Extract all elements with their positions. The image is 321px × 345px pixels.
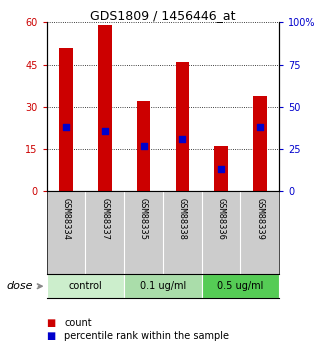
Text: count: count <box>64 318 92 327</box>
Text: 0.1 ug/ml: 0.1 ug/ml <box>140 281 186 291</box>
Point <box>102 128 107 133</box>
Bar <box>59 48 73 191</box>
Text: GSM88339: GSM88339 <box>256 198 265 240</box>
Text: GSM88338: GSM88338 <box>178 198 187 240</box>
Text: control: control <box>68 281 102 291</box>
Bar <box>214 146 228 191</box>
Bar <box>176 62 189 191</box>
Text: GDS1809 / 1456446_at: GDS1809 / 1456446_at <box>90 9 236 22</box>
Bar <box>137 101 150 191</box>
Point <box>141 143 146 149</box>
Text: dose: dose <box>6 281 33 291</box>
Text: GSM88334: GSM88334 <box>61 198 70 240</box>
Bar <box>253 96 267 191</box>
Point <box>219 167 224 172</box>
Text: ■: ■ <box>47 332 56 341</box>
Text: ■: ■ <box>47 318 56 327</box>
Point <box>63 125 68 130</box>
Bar <box>47 274 124 298</box>
Bar <box>202 274 279 298</box>
Text: percentile rank within the sample: percentile rank within the sample <box>64 332 229 341</box>
Point <box>180 136 185 142</box>
Bar <box>124 274 202 298</box>
Point <box>257 125 263 130</box>
Bar <box>98 25 111 191</box>
Text: GSM88335: GSM88335 <box>139 198 148 240</box>
Text: GSM88337: GSM88337 <box>100 198 109 240</box>
Text: GSM88336: GSM88336 <box>217 198 226 240</box>
Text: 0.5 ug/ml: 0.5 ug/ml <box>217 281 264 291</box>
